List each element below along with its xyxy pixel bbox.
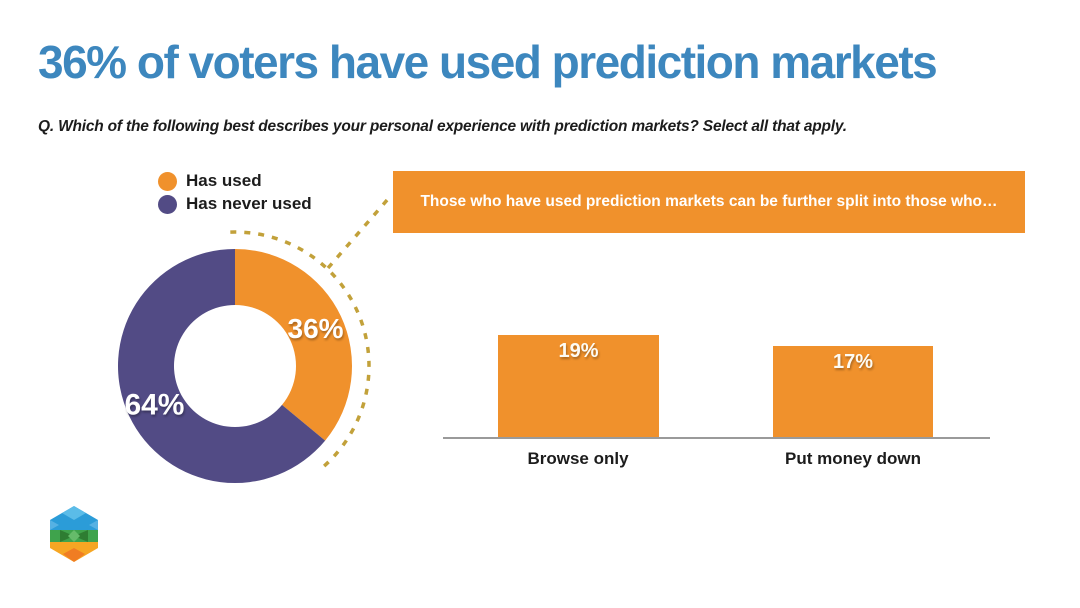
pie-legend: Has used Has never used bbox=[158, 171, 312, 218]
donut-value-label: 64% bbox=[124, 388, 184, 421]
bar-category-label-put-money-down: Put money down bbox=[785, 449, 921, 468]
page-title: 36% of voters have used prediction marke… bbox=[38, 36, 938, 88]
callout-banner: Those who have used prediction markets c… bbox=[393, 171, 1025, 233]
legend-swatch-has-never-used-icon bbox=[158, 195, 177, 214]
bar-value-label: 19% bbox=[558, 340, 599, 362]
bar-put-money-down: 17% bbox=[773, 346, 933, 438]
bar-value-label: 17% bbox=[832, 351, 874, 373]
donut-slice-has-never-used bbox=[117, 249, 326, 484]
bar-browse-only: 19% bbox=[498, 335, 659, 438]
donut-slice-has-used bbox=[235, 249, 352, 441]
survey-question: Q. Which of the following best describes… bbox=[38, 118, 847, 135]
donut-slices bbox=[117, 249, 352, 484]
legend-swatch-has-used-icon bbox=[158, 172, 177, 191]
cube-logo-icon bbox=[50, 506, 98, 562]
dashed-connector-line bbox=[326, 197, 390, 270]
dashed-arc-annotation bbox=[230, 230, 371, 469]
legend-label-has-used: Has used bbox=[186, 171, 262, 191]
donut-value-label: 36% bbox=[288, 313, 344, 344]
legend-item-has-never-used: Has never used bbox=[158, 194, 312, 214]
donut-value-labels: 36% 64% bbox=[124, 313, 343, 421]
legend-item-has-used: Has used bbox=[158, 171, 312, 191]
bar-chart-baseline bbox=[443, 437, 990, 439]
bar-category-label-browse-only: Browse only bbox=[527, 449, 629, 468]
legend-label-has-never-used: Has never used bbox=[186, 194, 312, 214]
